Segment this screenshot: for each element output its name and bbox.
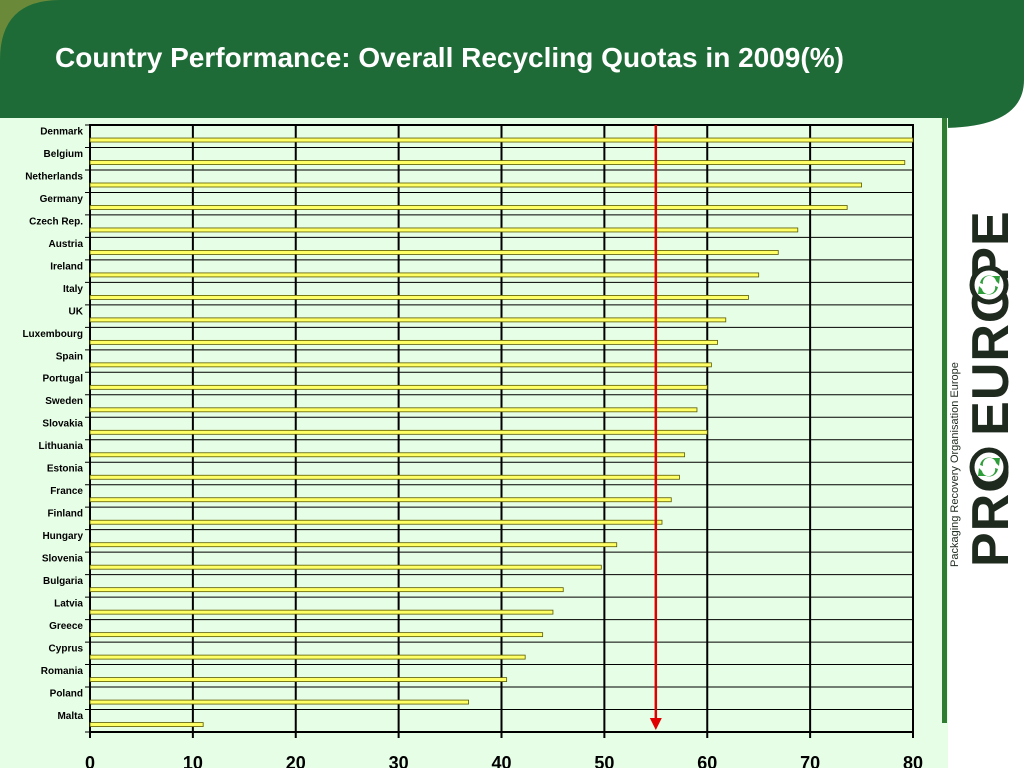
category-label-portugal: Portugal bbox=[42, 374, 83, 385]
logo-wordmark: PRO EUROPE bbox=[962, 210, 1020, 567]
bar-sweden bbox=[89, 407, 698, 413]
bar-poland bbox=[89, 699, 469, 705]
x-tick-labels: 0 10 20 30 40 50 60 70 80 bbox=[85, 753, 923, 768]
bar-hungary bbox=[89, 542, 618, 548]
category-label-latvia: Latvia bbox=[54, 599, 83, 610]
x-tick-label: 20 bbox=[286, 753, 306, 768]
category-label-bulgaria: Bulgaria bbox=[43, 576, 83, 587]
bar-belgium bbox=[89, 160, 906, 165]
x-tick-label: 60 bbox=[697, 753, 717, 768]
x-tick-label: 0 bbox=[85, 753, 95, 768]
bars bbox=[89, 137, 914, 727]
bar-estonia bbox=[89, 474, 680, 480]
category-label-uk: UK bbox=[69, 306, 84, 317]
category-label-hungary: Hungary bbox=[42, 531, 83, 542]
bar-chart: Denmark Belgium Netherlands Germany Czech Re… bbox=[22, 124, 923, 768]
plot-frame bbox=[89, 124, 914, 733]
bar-greece bbox=[89, 632, 544, 638]
category-label-ireland: Ireland bbox=[50, 261, 83, 272]
recycle-icon bbox=[969, 265, 1009, 305]
grid-lines bbox=[85, 124, 914, 738]
bar-italy bbox=[89, 295, 749, 300]
bar-cyprus bbox=[89, 654, 526, 660]
bar-slovakia bbox=[89, 429, 708, 435]
recycle-icon bbox=[969, 447, 1009, 487]
header-right-curve bbox=[940, 80, 1024, 128]
chart-border-stripe bbox=[942, 118, 947, 723]
bar-czech-rep bbox=[89, 227, 799, 233]
reference-line-group bbox=[649, 125, 662, 730]
bar-luxembourg bbox=[89, 339, 718, 345]
category-label-luxembourg: Luxembourg bbox=[22, 329, 83, 340]
category-label-poland: Poland bbox=[50, 688, 83, 699]
bar-austria bbox=[89, 250, 779, 255]
logo-tagline: Packaging Recovery Organisation Europe bbox=[949, 362, 961, 567]
bar-slovenia bbox=[89, 564, 602, 570]
bar-finland bbox=[89, 519, 663, 525]
category-label-greece: Greece bbox=[49, 621, 83, 632]
x-tick-label: 70 bbox=[800, 753, 820, 768]
category-label-malta: Malta bbox=[57, 711, 83, 722]
bar-latvia bbox=[89, 609, 554, 615]
header-banner bbox=[0, 0, 1024, 128]
header-background bbox=[0, 0, 1024, 128]
bar-portugal bbox=[89, 384, 708, 390]
category-label-netherlands: Netherlands bbox=[25, 171, 83, 182]
bar-uk bbox=[89, 317, 727, 323]
pro-europe-logo: PRO EUROPE Packaging Recovery Organisati… bbox=[949, 210, 1020, 567]
category-label-lithuania: Lithuania bbox=[39, 441, 84, 452]
bar-lithuania bbox=[89, 452, 686, 458]
bar-denmark bbox=[89, 137, 914, 143]
category-label-italy: Italy bbox=[63, 284, 83, 295]
bar-malta bbox=[89, 722, 204, 727]
bar-spain bbox=[89, 362, 712, 368]
bar-germany bbox=[89, 205, 848, 210]
x-tick-label: 80 bbox=[903, 753, 923, 768]
category-label-czech-rep: Czech Rep. bbox=[29, 216, 83, 227]
category-label-france: France bbox=[50, 486, 83, 497]
category-label-cyprus: Cyprus bbox=[49, 644, 84, 655]
x-tick-label: 40 bbox=[491, 753, 511, 768]
category-label-germany: Germany bbox=[40, 194, 84, 205]
category-labels: Denmark Belgium Netherlands Germany Czech Re… bbox=[22, 126, 83, 722]
x-tick-label: 50 bbox=[594, 753, 614, 768]
category-label-denmark: Denmark bbox=[40, 126, 83, 137]
bar-bulgaria bbox=[89, 587, 564, 593]
category-label-slovakia: Slovakia bbox=[42, 419, 83, 430]
bar-romania bbox=[89, 677, 508, 682]
header-corner-curve bbox=[0, 0, 60, 60]
reference-arrowhead bbox=[649, 718, 662, 730]
x-tick-label: 30 bbox=[389, 753, 409, 768]
page-title: Country Performance: Overall Recycling Q… bbox=[55, 42, 844, 73]
category-label-slovenia: Slovenia bbox=[42, 554, 84, 565]
plot-background bbox=[0, 118, 948, 768]
category-label-belgium: Belgium bbox=[44, 149, 84, 160]
bar-ireland bbox=[89, 272, 760, 278]
bar-france bbox=[89, 497, 672, 503]
category-label-romania: Romania bbox=[41, 666, 84, 677]
category-label-finland: Finland bbox=[47, 509, 83, 520]
category-label-spain: Spain bbox=[56, 351, 83, 362]
bar-netherlands bbox=[89, 182, 862, 188]
x-tick-label: 10 bbox=[183, 753, 203, 768]
category-label-austria: Austria bbox=[49, 239, 84, 250]
category-label-estonia: Estonia bbox=[47, 464, 84, 475]
category-label-sweden: Sweden bbox=[45, 396, 83, 407]
